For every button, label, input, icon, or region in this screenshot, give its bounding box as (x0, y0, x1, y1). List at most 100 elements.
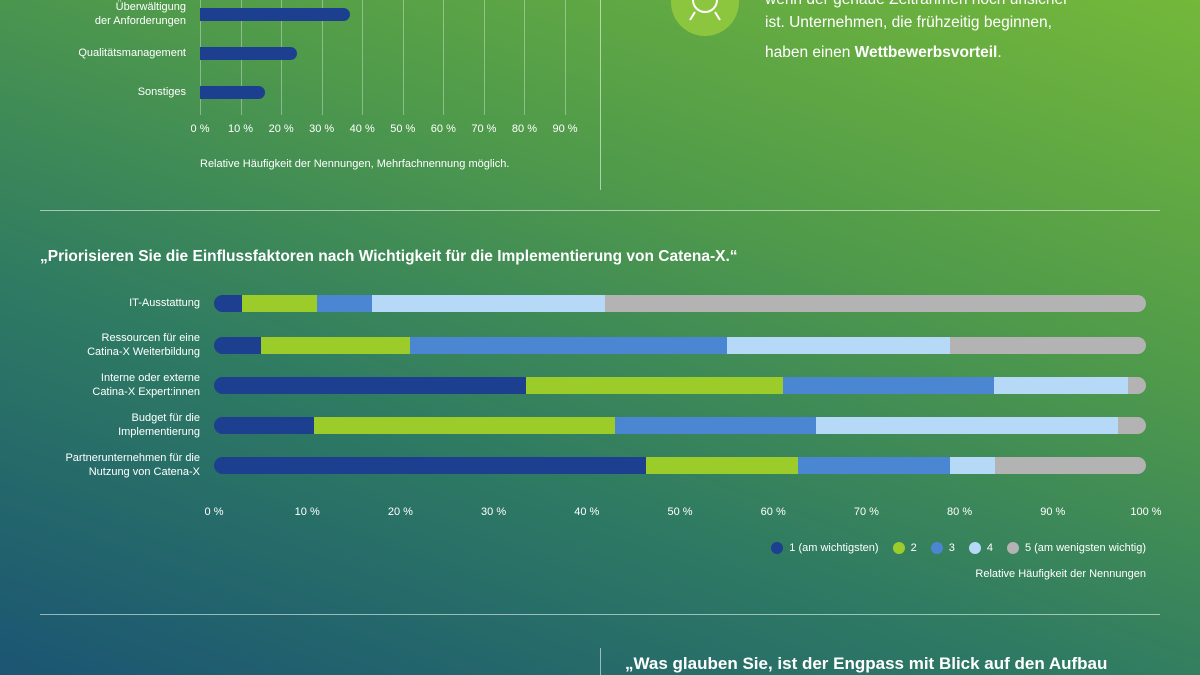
legend-swatch (968, 542, 981, 554)
legend-item: 4 (968, 542, 993, 554)
x-tick-label: 90 % (1040, 506, 1066, 518)
bar-segment (409, 336, 727, 354)
bar-segment (260, 336, 410, 354)
x-tick-label: 70 % (853, 506, 879, 518)
category-label: Partnerunternehmen für die Nutzung von C… (65, 452, 200, 478)
grid-line (321, 0, 323, 115)
divider (600, 0, 601, 190)
x-tick-label: 20 % (268, 123, 294, 135)
x-tick-label: 30 % (481, 506, 507, 518)
bar-segment (726, 336, 951, 354)
legend-swatch (771, 542, 784, 554)
question: „Was glauben Sie, ist der Engpass mit Bl… (625, 654, 1108, 673)
bar-row (214, 416, 1146, 434)
x-tick-label: 0 % (204, 506, 224, 518)
icon (671, 0, 739, 36)
category-label: IT-Ausstattung (129, 297, 200, 309)
category-label: Qualitätsmanagement (78, 47, 186, 59)
legend: 1 (am wichtigsten) 2 3 4 5 (am wenigsten wic… (771, 542, 1146, 554)
category-label: Sonstiges (137, 86, 186, 98)
bar-row (214, 336, 1146, 354)
bar-segment (994, 456, 1146, 474)
legend-item: 3 (930, 542, 955, 554)
chart-title: „Priorisieren Sie die Einflussfaktoren n… (40, 248, 738, 265)
category-label: Interne oder externe Catina-X Expert:inn… (92, 372, 200, 398)
bar-segment (605, 294, 1146, 312)
x-tick-label: 60 % (430, 123, 456, 135)
grid-line (565, 0, 566, 115)
bar-segment (241, 294, 317, 312)
bar-segment (214, 294, 242, 312)
legend-item: 5 (am wenigsten wichtig) (1006, 542, 1146, 554)
bar-segment (313, 416, 615, 434)
bar-segment (782, 376, 995, 394)
legend-label: 1 (am wichtigsten) (789, 542, 879, 554)
divider (600, 648, 601, 675)
bar-row (214, 456, 1146, 474)
side-text: ist. Unternehmen, die frühzeitig beginne… (765, 14, 1052, 31)
bar-segment (214, 336, 261, 354)
bar-row (214, 376, 1146, 394)
bar-row (214, 294, 1146, 312)
bar (200, 7, 351, 21)
x-tick-label: 80 % (511, 123, 537, 135)
legend-swatch (930, 542, 943, 554)
bar-segment (614, 416, 817, 434)
legend-label: 2 (910, 542, 917, 554)
legend-label: 3 (948, 542, 955, 554)
bar-segment (950, 336, 1146, 354)
x-tick-label: 20 % (387, 506, 413, 518)
bar-segment (646, 456, 799, 474)
x-tick-label: 90 % (552, 123, 578, 135)
grid-line (524, 0, 526, 115)
side-text: haben einen Wettbewerbsvorteil. (765, 41, 1002, 64)
legend-item: 1 (am wichtigsten) (771, 542, 879, 554)
legend-label: 5 (am wenigsten wichtig) (1024, 542, 1146, 554)
x-tick-label: 60 % (760, 506, 786, 518)
x-tick-label: 40 % (349, 123, 375, 135)
bar-segment (372, 294, 606, 312)
legend-swatch (892, 542, 905, 554)
grid-line (362, 0, 364, 115)
bar-segment (994, 376, 1129, 394)
x-tick-label: 30 % (309, 123, 335, 135)
grid-line (402, 0, 404, 115)
bar-segment (816, 416, 1118, 434)
legend-swatch (1006, 542, 1019, 554)
x-tick-label: 10 % (228, 123, 254, 135)
grid-line (483, 0, 485, 115)
bold-text: Wettbewerbsvorteil (854, 44, 998, 61)
category-label: Überwältigung der Anforderungen (94, 1, 186, 27)
bar-segment (1128, 376, 1146, 394)
category-label: Budget für die Implementierung (118, 412, 200, 438)
bar-segment (798, 456, 951, 474)
x-tick-label: 40 % (574, 506, 600, 518)
bar-segment (1118, 416, 1146, 434)
bar-segment (214, 416, 314, 434)
bar (200, 85, 265, 99)
x-tick-label: 0 % (190, 123, 210, 135)
divider (40, 614, 1160, 615)
text: haben einen (765, 44, 855, 61)
bar-segment (526, 376, 783, 394)
text: . (997, 44, 1002, 61)
x-tick-label: 50 % (390, 123, 416, 135)
x-tick-label: 10 % (294, 506, 320, 518)
bar (200, 46, 298, 60)
bar-segment (316, 294, 373, 312)
x-axis-label: Relative Häufigkeit der Nennungen, Mehrf… (200, 158, 510, 170)
divider (40, 210, 1160, 211)
side-text: wenn der genaue Zeitrahmen noch unsicher (765, 0, 1068, 11)
x-tick-label: 70 % (471, 123, 497, 135)
x-tick-label: 100 % (1130, 506, 1162, 518)
grid-line (443, 0, 445, 115)
x-tick-label: 80 % (947, 506, 973, 518)
bar-segment (214, 456, 647, 474)
bar-segment (214, 376, 527, 394)
category-label: Ressourcen für eine Catina-X Weiterbildu… (87, 332, 200, 358)
x-tick-label: 50 % (667, 506, 693, 518)
legend-item: 2 (892, 542, 917, 554)
legend-label: 4 (986, 542, 993, 554)
bar-segment (950, 456, 995, 474)
